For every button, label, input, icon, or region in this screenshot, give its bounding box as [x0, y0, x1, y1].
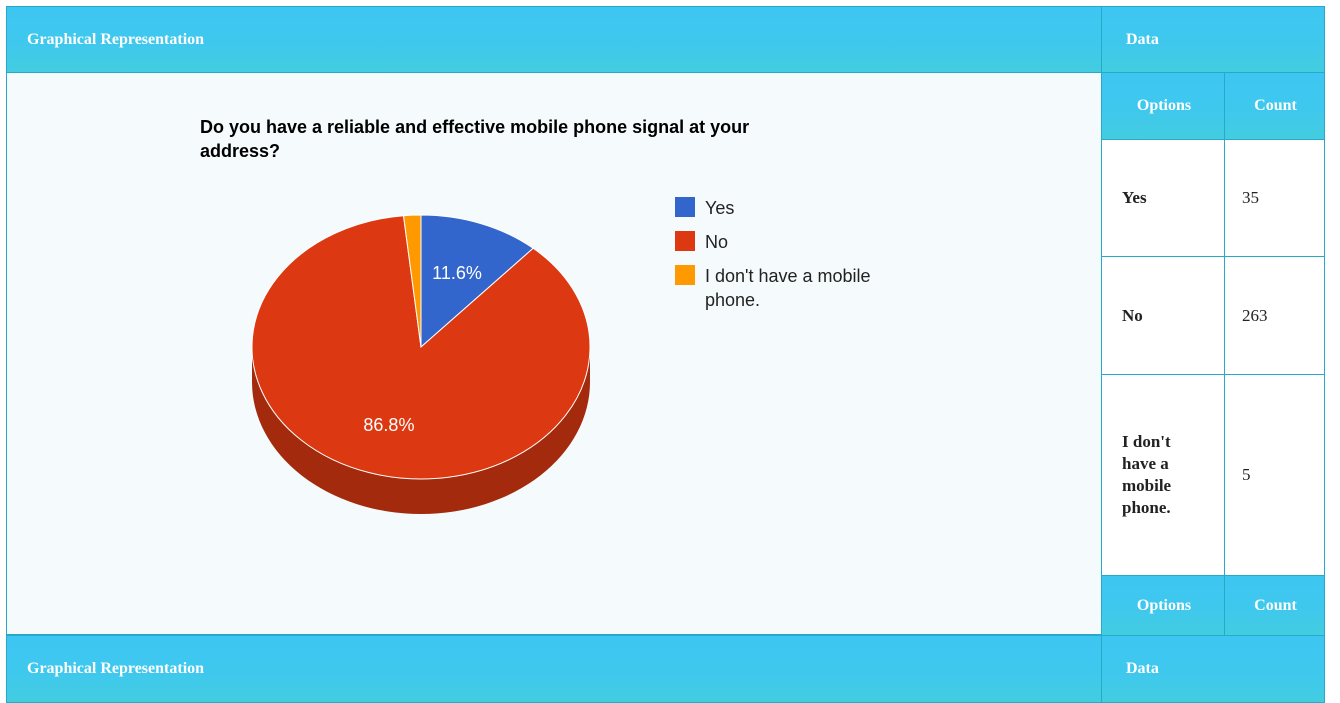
slice-label-0: 11.6%: [432, 263, 482, 283]
legend-label-0: Yes: [705, 198, 734, 218]
pie-slice-0[interactable]: [420, 214, 534, 349]
chart-title-line-2: address?: [200, 141, 280, 161]
pie-slice-side-1: [252, 347, 590, 514]
data-header: Data: [1101, 6, 1325, 73]
count-yes: 35: [1242, 188, 1259, 207]
table-row-count: 5: [1224, 374, 1325, 576]
count-footer-label: Count: [1254, 596, 1297, 614]
legend-label-2: phone.: [705, 290, 760, 310]
slice-label-1: 86.8%: [363, 415, 414, 435]
data-footer: Data: [1101, 635, 1325, 703]
chart-title-line-1: Do you have a reliable and effective mob…: [200, 117, 749, 137]
count-column-label: Count: [1254, 97, 1297, 114]
survey-result-panel: Graphical Representation Data Do you hav…: [6, 6, 1325, 703]
options-column-header: Options: [1101, 72, 1225, 140]
graphical-representation-footer: Graphical Representation: [6, 635, 1102, 703]
legend-swatch-2: [675, 265, 695, 285]
table-row-option: Yes: [1101, 139, 1225, 257]
chart-area: Do you have a reliable and effective mob…: [6, 72, 1102, 635]
pie-depth-layer: [252, 347, 590, 514]
count-column-footer: Count: [1224, 575, 1325, 636]
legend-label-1: No: [705, 232, 728, 252]
options-column-footer: Options: [1101, 575, 1225, 636]
chart-legend: Yes No I don't have a mobile phone.: [675, 197, 871, 310]
data-header-label: Data: [1126, 30, 1159, 48]
graphical-representation-label: Graphical Representation: [27, 30, 205, 48]
pie-slice-labels: 11.6% 86.8%: [363, 263, 481, 435]
option-no-mobile: I don't have a mobile phone.: [1122, 432, 1172, 517]
options-footer-label: Options: [1136, 596, 1192, 614]
pie-top-layer: [251, 214, 591, 480]
table-row-option: I don't have a mobile phone.: [1101, 374, 1225, 576]
option-yes: Yes: [1122, 188, 1147, 207]
options-column-label: Options: [1136, 97, 1192, 114]
data-footer-label: Data: [1126, 660, 1159, 677]
table-row-count: 263: [1224, 256, 1325, 375]
count-no: 263: [1242, 305, 1268, 325]
graphical-representation-header: Graphical Representation: [6, 6, 1102, 73]
legend-swatch-1: [675, 231, 695, 251]
pie-slice-2[interactable]: [402, 214, 422, 348]
legend-swatch-0: [675, 197, 695, 217]
table-row-option: No: [1101, 256, 1225, 375]
graphical-representation-footer-label: Graphical Representation: [27, 660, 205, 677]
count-column-header: Count: [1224, 72, 1325, 140]
option-no: No: [1122, 305, 1143, 325]
pie-slice-1[interactable]: [251, 215, 591, 480]
legend-label-2: I don't have a mobile: [705, 266, 871, 286]
pie-chart: Do you have a reliable and effective mob…: [200, 117, 871, 514]
table-row-count: 35: [1224, 139, 1325, 257]
count-no-mobile: 5: [1242, 465, 1251, 484]
